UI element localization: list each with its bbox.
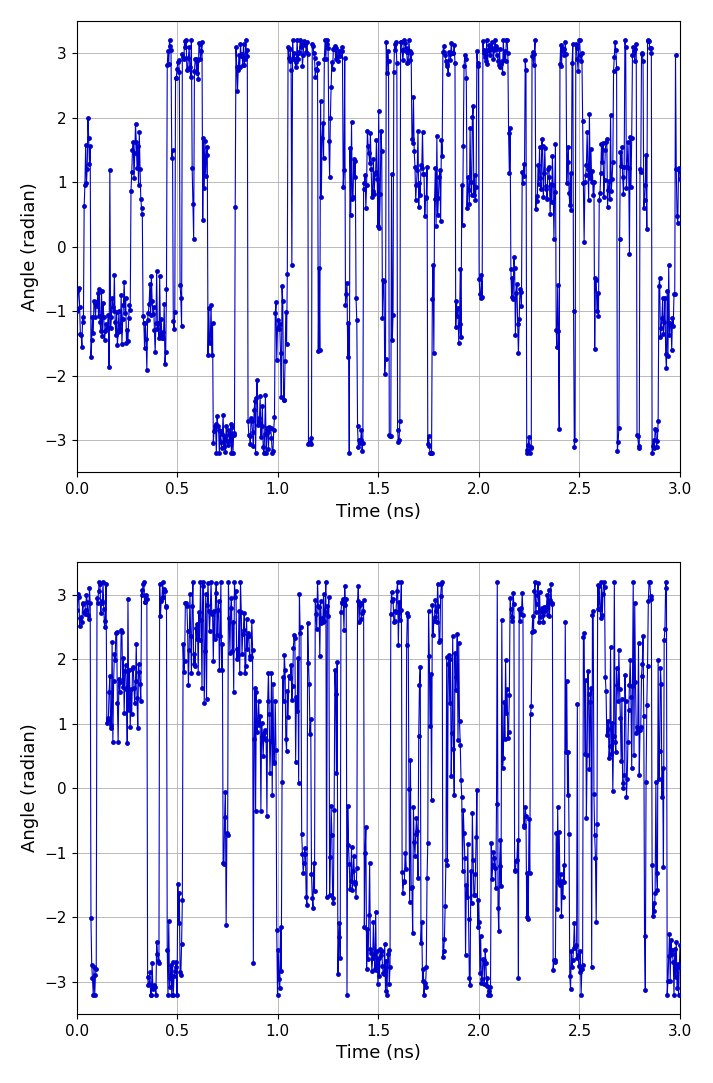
- X-axis label: Time (ns): Time (ns): [336, 1044, 421, 1062]
- X-axis label: Time (ns): Time (ns): [336, 503, 421, 521]
- Y-axis label: Angle (radian): Angle (radian): [21, 182, 39, 311]
- Y-axis label: Angle (radian): Angle (radian): [21, 723, 39, 852]
